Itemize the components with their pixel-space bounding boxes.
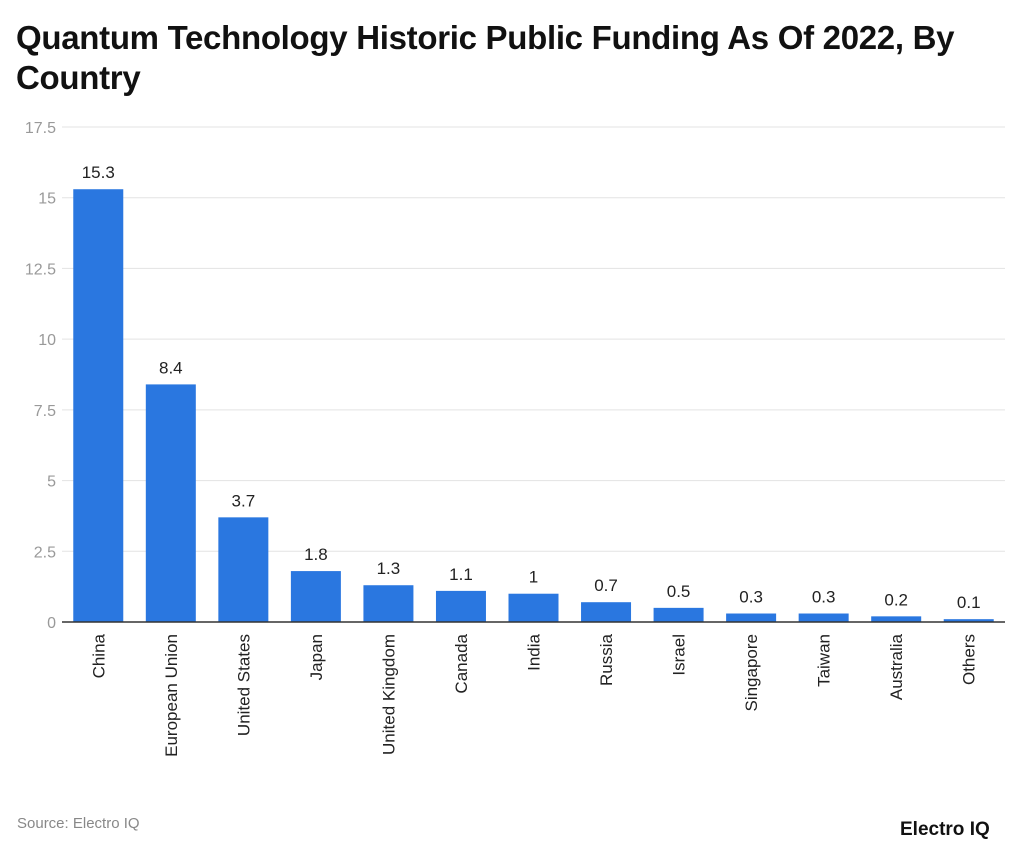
y-tick-label: 10 (38, 332, 56, 349)
bar-israel (653, 607, 704, 622)
y-tick-label: 12.5 (25, 261, 56, 278)
x-tick-label: Israel (670, 634, 689, 676)
bar-china (73, 189, 124, 622)
y-tick-label: 17.5 (25, 120, 56, 137)
data-label: 1.1 (449, 565, 473, 584)
x-tick-label: China (89, 633, 108, 678)
chart-title: Quantum Technology Historic Public Fundi… (16, 19, 955, 96)
x-tick-label: Australia (887, 633, 906, 700)
bar-united-states (218, 517, 269, 622)
x-tick-label: Canada (452, 633, 471, 693)
data-label: 1.3 (377, 559, 401, 578)
bar-india (508, 593, 559, 622)
source-note: Source: Electro IQ (17, 815, 140, 832)
x-tick-label: Taiwan (815, 634, 834, 687)
bar-japan (290, 571, 341, 622)
bar-european-union (145, 384, 196, 622)
electro-iq-logo: Electro IQ (900, 819, 990, 840)
bar-others (943, 619, 994, 622)
x-tick-label: India (525, 633, 544, 670)
x-tick-label: Singapore (742, 634, 761, 712)
x-tick-label: European Union (162, 634, 181, 757)
data-label: 0.2 (884, 590, 908, 609)
data-label: 1 (529, 568, 538, 587)
x-tick-label: United States (234, 634, 253, 736)
x-tick-label: Russia (597, 633, 616, 686)
data-label: 0.1 (957, 593, 981, 612)
x-tick-label: United Kingdom (379, 634, 398, 755)
x-tick-label: Japan (307, 634, 326, 680)
bar-canada (435, 590, 486, 622)
bar-united-kingdom (363, 585, 414, 622)
bar-taiwan (798, 613, 849, 622)
y-tick-label: 5 (47, 474, 56, 491)
y-tick-label: 15 (38, 191, 56, 208)
data-label: 0.3 (739, 588, 763, 607)
y-tick-label: 2.5 (34, 544, 56, 561)
y-tick-label: 7.5 (34, 403, 56, 420)
data-label: 0.3 (812, 588, 836, 607)
y-tick-label: 0 (47, 615, 56, 632)
bar-russia (581, 602, 632, 622)
data-label: 8.4 (159, 358, 183, 377)
data-label: 0.7 (594, 576, 618, 595)
data-label: 3.7 (232, 491, 256, 510)
x-tick-label: Others (960, 634, 979, 685)
bar-singapore (726, 613, 777, 622)
data-label: 1.8 (304, 545, 328, 564)
data-label: 0.5 (667, 582, 691, 601)
bar-australia (871, 616, 922, 622)
data-label: 15.3 (82, 163, 115, 182)
